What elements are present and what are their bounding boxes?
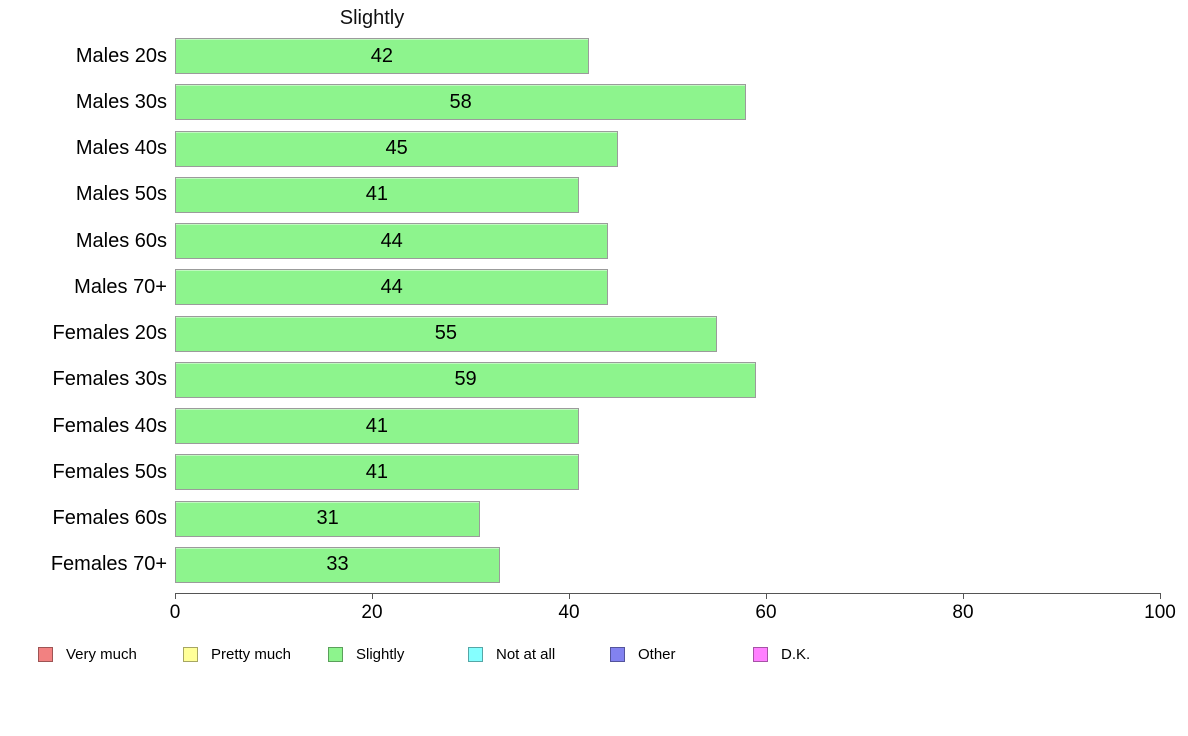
bar-track: 55 xyxy=(175,315,1160,352)
legend-label: Slightly xyxy=(356,646,405,663)
x-axis-tick-label: 20 xyxy=(361,602,383,623)
bar-row: Females 20s 55 xyxy=(0,311,1188,357)
bar-row: Males 60s 44 xyxy=(0,218,1188,264)
category-label: Females 40s xyxy=(52,414,168,437)
category-label: Males 60s xyxy=(75,229,167,252)
bar-row: Females 70+ 33 xyxy=(0,542,1188,588)
bar: 31 xyxy=(175,500,481,537)
bar-row: Males 40s 45 xyxy=(0,126,1188,172)
category-label: Males 40s xyxy=(75,137,167,160)
bar-value-label: 41 xyxy=(365,460,389,483)
legend-label: Pretty much xyxy=(211,646,292,663)
bar-row: Females 50s 41 xyxy=(0,449,1188,495)
bar-track: 58 xyxy=(175,84,1160,121)
bar-value-label: 55 xyxy=(434,322,457,345)
x-axis: 0 20 40 60 80 100 xyxy=(170,593,1176,624)
legend-item: D.K. xyxy=(753,646,810,663)
category-label: Females 70+ xyxy=(50,553,167,576)
category-label: Females 20s xyxy=(52,322,168,345)
category-label: Males 70+ xyxy=(74,275,167,298)
x-axis-tick xyxy=(1160,594,1161,599)
bar: 33 xyxy=(175,546,501,583)
x-axis-tick-label: 80 xyxy=(952,602,974,623)
legend-label: Not at all xyxy=(496,646,556,663)
bar-value-label: 44 xyxy=(380,229,403,252)
bar: 44 xyxy=(175,269,609,306)
bar: 45 xyxy=(175,130,619,167)
bar-track: 41 xyxy=(175,408,1160,445)
legend-label: Very much xyxy=(66,646,137,663)
bar: 41 xyxy=(175,454,579,491)
legend-label: Other xyxy=(638,646,676,663)
x-axis-tick xyxy=(766,594,767,599)
bar: 55 xyxy=(175,315,717,352)
category-label: Males 30s xyxy=(75,90,167,113)
bar: 58 xyxy=(175,84,747,121)
bar-track: 59 xyxy=(175,361,1160,398)
bar-row: Females 60s 31 xyxy=(0,496,1188,542)
category-label: Females 50s xyxy=(52,460,168,483)
bar-value-label: 33 xyxy=(326,553,349,576)
bar-value-label: 58 xyxy=(449,90,472,113)
bar-rows: Males 20s 42 Males 30s 58 Males 40s 45 Males 5… xyxy=(0,33,1188,588)
bar-value-label: 41 xyxy=(365,414,389,437)
legend-item: Very much xyxy=(38,646,137,663)
chart-title: Slightly xyxy=(339,7,405,29)
bar-row: Males 50s 41 xyxy=(0,172,1188,218)
x-axis-tick-label: 40 xyxy=(558,602,580,623)
category-label: Males 50s xyxy=(75,183,167,206)
bar-track: 42 xyxy=(175,38,1160,75)
category-label: Females 60s xyxy=(52,507,168,530)
bar-row: Males 70+ 44 xyxy=(0,264,1188,310)
bar-track: 44 xyxy=(175,223,1160,260)
category-label: Females 30s xyxy=(52,368,168,391)
x-axis-tick xyxy=(963,594,964,599)
bar-track: 41 xyxy=(175,176,1160,213)
bar-track: 41 xyxy=(175,454,1160,491)
bar: 41 xyxy=(175,176,579,213)
bar-track: 45 xyxy=(175,130,1160,167)
legend-item: Not at all xyxy=(468,646,555,663)
x-axis-tick-label: 100 xyxy=(1144,602,1176,623)
bar: 44 xyxy=(175,223,609,260)
bar-row: Females 30s 59 xyxy=(0,357,1188,403)
legend-swatch xyxy=(610,647,625,662)
legend-swatch xyxy=(468,647,483,662)
bar-row: Males 20s 42 xyxy=(0,33,1188,79)
bar: 42 xyxy=(175,38,589,75)
legend-item: Slightly xyxy=(328,646,404,663)
legend-swatch xyxy=(183,647,198,662)
bar-value-label: 59 xyxy=(454,368,477,391)
bar-track: 33 xyxy=(175,546,1160,583)
legend-label: D.K. xyxy=(781,646,811,663)
legend-item: Pretty much xyxy=(183,646,291,663)
legend: Very much Pretty much Slightly Not at all Ot… xyxy=(0,646,1188,668)
x-axis-tick xyxy=(372,594,373,599)
bar-value-label: 42 xyxy=(370,44,393,67)
x-axis-tick-label: 0 xyxy=(169,602,181,623)
category-label: Males 20s xyxy=(75,44,167,67)
bar-row: Females 40s 41 xyxy=(0,403,1188,449)
x-axis-tick xyxy=(569,594,570,599)
legend-swatch xyxy=(328,647,343,662)
bar-value-label: 41 xyxy=(365,183,389,206)
bar-row: Males 30s 58 xyxy=(0,79,1188,125)
bar: 41 xyxy=(175,408,579,445)
x-axis-tick xyxy=(175,594,176,599)
bar-value-label: 44 xyxy=(380,275,403,298)
legend-swatch xyxy=(38,647,53,662)
legend-swatch xyxy=(753,647,768,662)
bar-value-label: 45 xyxy=(385,137,408,160)
bar: 59 xyxy=(175,361,757,398)
bar-value-label: 31 xyxy=(316,507,339,530)
bar-track: 44 xyxy=(175,269,1160,306)
legend-item: Other xyxy=(610,646,676,663)
x-axis-tick-label: 60 xyxy=(755,602,777,623)
bar-track: 31 xyxy=(175,500,1160,537)
